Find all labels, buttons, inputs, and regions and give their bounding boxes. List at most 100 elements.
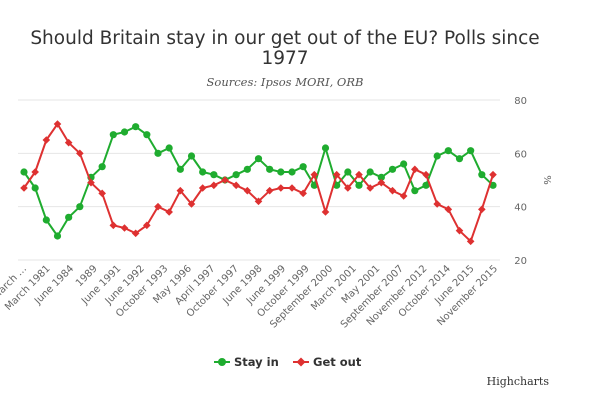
point-stay-in-22[interactable]	[266, 165, 274, 173]
point-get-out-23[interactable]	[277, 184, 285, 192]
point-stay-in-11[interactable]	[143, 131, 151, 139]
point-get-out-41[interactable]	[478, 205, 486, 214]
point-stay-in-12[interactable]	[154, 149, 162, 157]
point-get-out-12[interactable]	[154, 202, 162, 211]
point-get-out-32[interactable]	[377, 178, 386, 187]
legend: Stay in Get out	[214, 355, 362, 369]
point-stay-in-0[interactable]	[20, 168, 28, 176]
point-get-out-18[interactable]	[221, 176, 229, 184]
point-get-out-8[interactable]	[109, 221, 118, 230]
point-stay-in-9[interactable]	[120, 128, 129, 136]
plot-series	[20, 120, 497, 246]
point-get-out-40[interactable]	[466, 237, 475, 246]
point-stay-in-24[interactable]	[288, 168, 296, 176]
point-stay-in-38[interactable]	[444, 147, 452, 155]
point-stay-in-23[interactable]	[277, 168, 285, 176]
point-stay-in-37[interactable]	[433, 152, 441, 160]
y-tick-label-80: 80	[514, 96, 527, 107]
series-stay-in	[20, 123, 497, 240]
point-get-out-36[interactable]	[422, 170, 430, 179]
point-get-out-30[interactable]	[355, 170, 363, 179]
point-get-out-38[interactable]	[444, 205, 453, 214]
point-stay-in-36[interactable]	[422, 181, 430, 189]
point-get-out-29[interactable]	[344, 184, 352, 192]
point-stay-in-27[interactable]	[321, 144, 330, 152]
point-stay-in-41[interactable]	[478, 171, 486, 179]
point-get-out-27[interactable]	[321, 208, 330, 216]
point-get-out-34[interactable]	[399, 192, 408, 200]
point-stay-in-25[interactable]	[299, 163, 307, 171]
point-get-out-6[interactable]	[87, 178, 95, 187]
point-stay-in-39[interactable]	[455, 155, 464, 163]
point-get-out-14[interactable]	[176, 186, 185, 195]
y-tick-label-20: 20	[514, 256, 527, 267]
point-stay-in-15[interactable]	[187, 152, 196, 160]
point-get-out-37[interactable]	[433, 200, 441, 208]
point-stay-in-42[interactable]	[489, 181, 497, 189]
point-get-out-1[interactable]	[31, 168, 39, 176]
point-get-out-5[interactable]	[76, 149, 84, 158]
point-stay-in-10[interactable]	[132, 123, 140, 131]
point-stay-in-13[interactable]	[165, 144, 173, 152]
point-get-out-19[interactable]	[232, 181, 240, 190]
point-stay-in-32[interactable]	[377, 173, 385, 181]
point-get-out-28[interactable]	[332, 170, 341, 179]
point-stay-in-14[interactable]	[176, 165, 184, 173]
point-get-out-0[interactable]	[20, 184, 28, 192]
point-get-out-17[interactable]	[210, 181, 218, 190]
point-stay-in-33[interactable]	[388, 165, 397, 173]
point-stay-in-3[interactable]	[53, 232, 62, 240]
chart-title-line-2: 1977	[261, 48, 308, 69]
point-get-out-42[interactable]	[489, 170, 497, 179]
point-get-out-26[interactable]	[310, 170, 319, 179]
point-stay-in-34[interactable]	[400, 160, 408, 168]
point-stay-in-7[interactable]	[98, 163, 106, 171]
point-stay-in-19[interactable]	[232, 171, 240, 179]
point-get-out-15[interactable]	[187, 200, 196, 208]
point-get-out-4[interactable]	[64, 138, 73, 147]
point-stay-in-40[interactable]	[467, 147, 475, 155]
point-stay-in-4[interactable]	[65, 213, 73, 221]
point-get-out-20[interactable]	[243, 186, 252, 195]
point-get-out-10[interactable]	[131, 229, 140, 238]
point-get-out-13[interactable]	[165, 208, 173, 216]
legend-label-get-out: Get out	[313, 355, 362, 369]
legend-item-stay-in[interactable]: Stay in	[214, 355, 279, 369]
point-get-out-7[interactable]	[98, 189, 106, 198]
point-stay-in-31[interactable]	[366, 168, 374, 176]
point-stay-in-20[interactable]	[243, 165, 251, 173]
point-stay-in-16[interactable]	[199, 168, 207, 176]
point-get-out-31[interactable]	[366, 184, 374, 192]
point-get-out-3[interactable]	[53, 120, 62, 128]
point-get-out-39[interactable]	[455, 226, 464, 235]
y-axis-title: %	[541, 175, 552, 185]
legend-marker-stay-in	[218, 358, 226, 366]
point-get-out-35[interactable]	[411, 165, 419, 174]
point-get-out-9[interactable]	[120, 224, 129, 232]
point-stay-in-2[interactable]	[42, 216, 50, 224]
point-stay-in-29[interactable]	[344, 168, 352, 176]
legend-item-get-out[interactable]: Get out	[293, 355, 362, 369]
series-line-stay-in	[23, 125, 494, 237]
point-get-out-21[interactable]	[254, 197, 263, 206]
point-stay-in-1[interactable]	[31, 184, 39, 192]
series-get-out	[20, 120, 497, 246]
highcharts-credit[interactable]: Highcharts	[487, 375, 550, 388]
point-get-out-24[interactable]	[288, 184, 296, 192]
point-get-out-11[interactable]	[143, 221, 151, 230]
point-get-out-22[interactable]	[265, 186, 274, 195]
point-stay-in-8[interactable]	[109, 131, 117, 139]
legend-marker-get-out	[296, 357, 306, 367]
point-stay-in-17[interactable]	[210, 171, 218, 179]
point-stay-in-35[interactable]	[411, 187, 419, 195]
point-stay-in-30[interactable]	[355, 181, 363, 189]
point-get-out-16[interactable]	[198, 184, 207, 192]
grid	[18, 99, 500, 261]
point-get-out-2[interactable]	[42, 136, 51, 144]
point-get-out-33[interactable]	[388, 186, 397, 195]
point-stay-in-5[interactable]	[76, 203, 84, 211]
point-stay-in-21[interactable]	[254, 155, 263, 163]
point-get-out-25[interactable]	[299, 189, 307, 198]
